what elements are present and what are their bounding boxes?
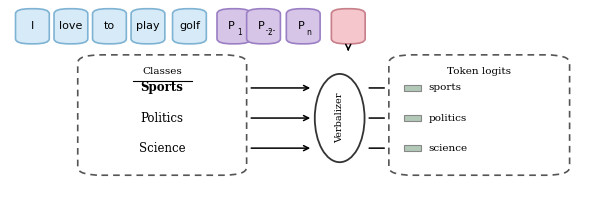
Text: Politics: Politics	[141, 112, 184, 125]
FancyBboxPatch shape	[172, 9, 206, 44]
FancyBboxPatch shape	[404, 115, 422, 121]
Text: Token logits: Token logits	[447, 67, 511, 76]
FancyBboxPatch shape	[404, 145, 422, 151]
Text: Science: Science	[139, 142, 185, 155]
Text: 1: 1	[238, 28, 242, 37]
Text: I: I	[31, 21, 34, 31]
Text: P: P	[258, 21, 264, 31]
FancyBboxPatch shape	[217, 9, 251, 44]
Text: Verbalizer: Verbalizer	[335, 93, 344, 143]
FancyBboxPatch shape	[93, 9, 127, 44]
Text: golf: golf	[179, 21, 200, 31]
FancyBboxPatch shape	[78, 55, 247, 175]
FancyBboxPatch shape	[404, 85, 422, 91]
Text: n: n	[307, 28, 312, 37]
Text: to: to	[104, 21, 115, 31]
Text: love: love	[59, 21, 83, 31]
Text: 2: 2	[267, 28, 272, 37]
Text: politics: politics	[428, 114, 467, 123]
Text: P: P	[298, 21, 304, 31]
Text: science: science	[428, 144, 467, 153]
Text: sports: sports	[428, 83, 462, 93]
Text: P: P	[228, 21, 235, 31]
Text: Classes: Classes	[143, 67, 182, 76]
Text: Sports: Sports	[141, 81, 184, 95]
FancyBboxPatch shape	[15, 9, 49, 44]
FancyBboxPatch shape	[54, 9, 88, 44]
FancyBboxPatch shape	[331, 9, 365, 44]
Ellipse shape	[315, 74, 365, 162]
FancyBboxPatch shape	[389, 55, 570, 175]
FancyBboxPatch shape	[286, 9, 320, 44]
Text: play: play	[136, 21, 160, 31]
FancyBboxPatch shape	[131, 9, 165, 44]
FancyBboxPatch shape	[247, 9, 280, 44]
Text: ···: ···	[264, 25, 276, 38]
